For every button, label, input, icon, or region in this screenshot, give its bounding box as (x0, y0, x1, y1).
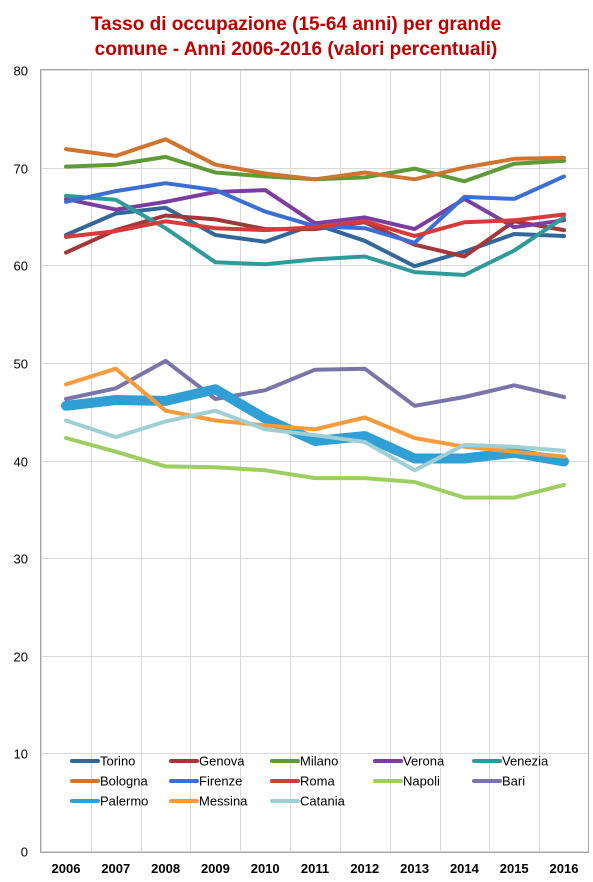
series-line-messina (64, 366, 566, 459)
legend-item-firenze: Firenze (169, 774, 242, 789)
legend-item-genova: Genova (169, 754, 245, 769)
x-tick-label: 2010 (251, 861, 280, 876)
x-tick-label: 2009 (201, 861, 230, 876)
legend-label: Venezia (502, 754, 549, 769)
legend-item-catania: Catania (270, 794, 346, 809)
x-tick-label: 2013 (400, 861, 429, 876)
legend-label: Palermo (100, 794, 148, 809)
y-tick-label: 80 (14, 64, 28, 79)
x-axis-tick-labels: 2006 2007 2008 2009 2010 2011 2012 2013 2014 2015… (52, 861, 579, 876)
y-tick-label: 60 (14, 259, 28, 274)
chart-title-line-1: Tasso di occupazione (15-64 anni) per gr… (91, 14, 501, 35)
legend-label: Napoli (403, 774, 440, 789)
series-line-venezia (64, 193, 566, 277)
legend-item-bologna: Bologna (70, 774, 148, 789)
y-tick-label: 20 (14, 650, 28, 665)
y-tick-label: 10 (14, 747, 28, 762)
legend-label: Milano (300, 754, 338, 769)
x-tick-label: 2006 (52, 861, 81, 876)
y-tick-label: 40 (14, 455, 28, 470)
x-tick-label: 2011 (301, 861, 329, 876)
x-tick-label: 2016 (550, 861, 579, 876)
legend-item-verona: Verona (373, 754, 445, 769)
legend-item-messina: Messina (169, 794, 248, 809)
chart-title-line-2: comune - Anni 2006-2016 (valori percentu… (95, 39, 498, 60)
x-tick-label: 2014 (450, 861, 480, 876)
series-line-napoli (64, 436, 566, 500)
plot-border (40, 69, 589, 853)
legend-item-venezia: Venezia (472, 754, 549, 769)
series-line-palermo (61, 384, 569, 467)
y-tick-label: 30 (14, 552, 28, 567)
legend-label: Messina (199, 794, 248, 809)
legend-label: Bologna (100, 774, 148, 789)
x-tick-label: 2012 (350, 861, 379, 876)
legend-item-torino: Torino (70, 754, 135, 769)
legend-label: Roma (300, 774, 335, 789)
legend-item-palermo: Palermo (70, 794, 148, 809)
series-line-catania (64, 408, 566, 473)
y-tick-label: 70 (14, 162, 28, 177)
grid (40, 70, 589, 852)
legend-item-napoli: Napoli (373, 774, 440, 789)
series-line-roma (64, 212, 566, 239)
legend: Torino Genova Milano Verona Venezia Bologna Fi… (70, 754, 549, 809)
series-line-bari (64, 358, 566, 408)
x-tick-label: 2015 (500, 861, 529, 876)
legend-label: Catania (300, 794, 346, 809)
legend-label: Verona (403, 754, 445, 769)
x-tick-label: 2007 (101, 861, 130, 876)
legend-label: Firenze (199, 774, 242, 789)
series-line-bologna (64, 137, 566, 182)
series-line-verona (64, 188, 566, 232)
legend-label: Torino (100, 754, 135, 769)
legend-item-roma: Roma (270, 774, 335, 789)
y-axis-tick-labels: 0 10 20 30 40 50 60 70 80 (14, 64, 28, 860)
legend-label: Genova (199, 754, 245, 769)
y-tick-label: 0 (21, 845, 28, 860)
legend-item-bari: Bari (472, 774, 525, 789)
series-lines (61, 137, 569, 500)
legend-item-milano: Milano (270, 754, 338, 769)
x-tick-label: 2008 (151, 861, 180, 876)
legend-label: Bari (502, 774, 525, 789)
y-tick-label: 50 (14, 357, 28, 372)
